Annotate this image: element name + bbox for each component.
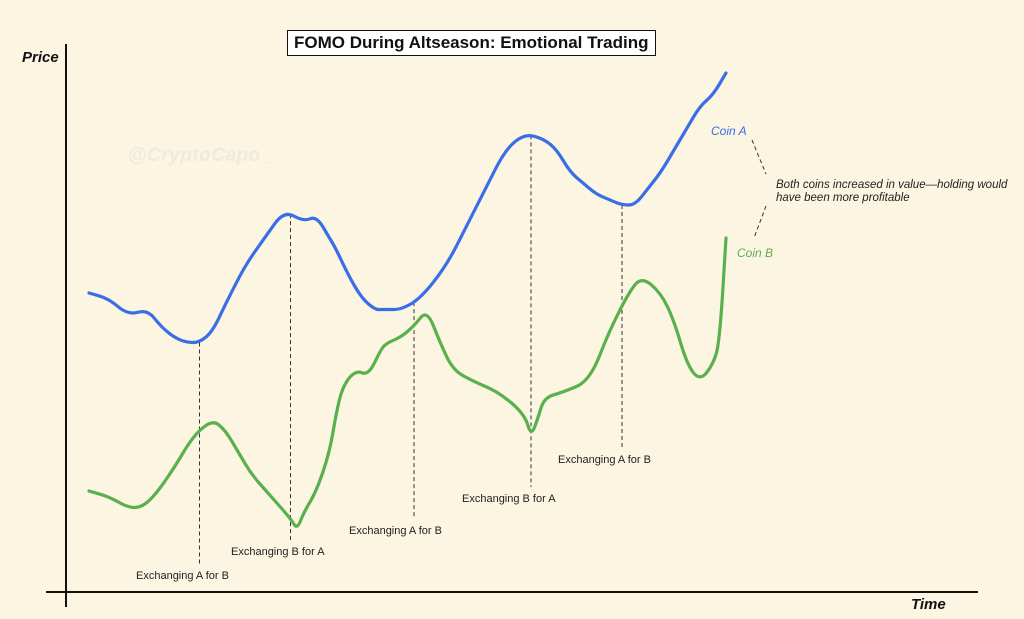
trade-annotation-4: Exchanging B for A <box>462 493 556 505</box>
series-lines <box>87 71 728 528</box>
trade-annotation-2: Exchanging B for A <box>231 546 325 558</box>
series-label-coin-b: Coin B <box>737 246 774 260</box>
trade-annotation-5: Exchanging A for B <box>558 454 651 466</box>
trade-annotation-3: Exchanging A for B <box>349 525 442 537</box>
note-connector-coin-b <box>753 205 767 239</box>
axes <box>46 44 978 607</box>
chart-title: FOMO During Altseason: Emotional Trading <box>287 30 656 56</box>
trade-guide-lines <box>199 135 623 564</box>
note-connector-coin-a <box>751 139 767 175</box>
watermark: @CryptoCapo_ <box>128 145 272 166</box>
note-connectors <box>751 139 767 239</box>
holding-note: Both coins increased in value—holding wo… <box>776 179 1008 204</box>
y-axis-label: Price <box>22 49 59 66</box>
trade-annotation-1: Exchanging A for B <box>136 570 229 582</box>
series-line-coin-a <box>87 71 728 345</box>
series-line-coin-b <box>87 236 728 528</box>
x-axis-label: Time <box>911 596 946 613</box>
series-label-coin-a: Coin A <box>711 124 747 138</box>
